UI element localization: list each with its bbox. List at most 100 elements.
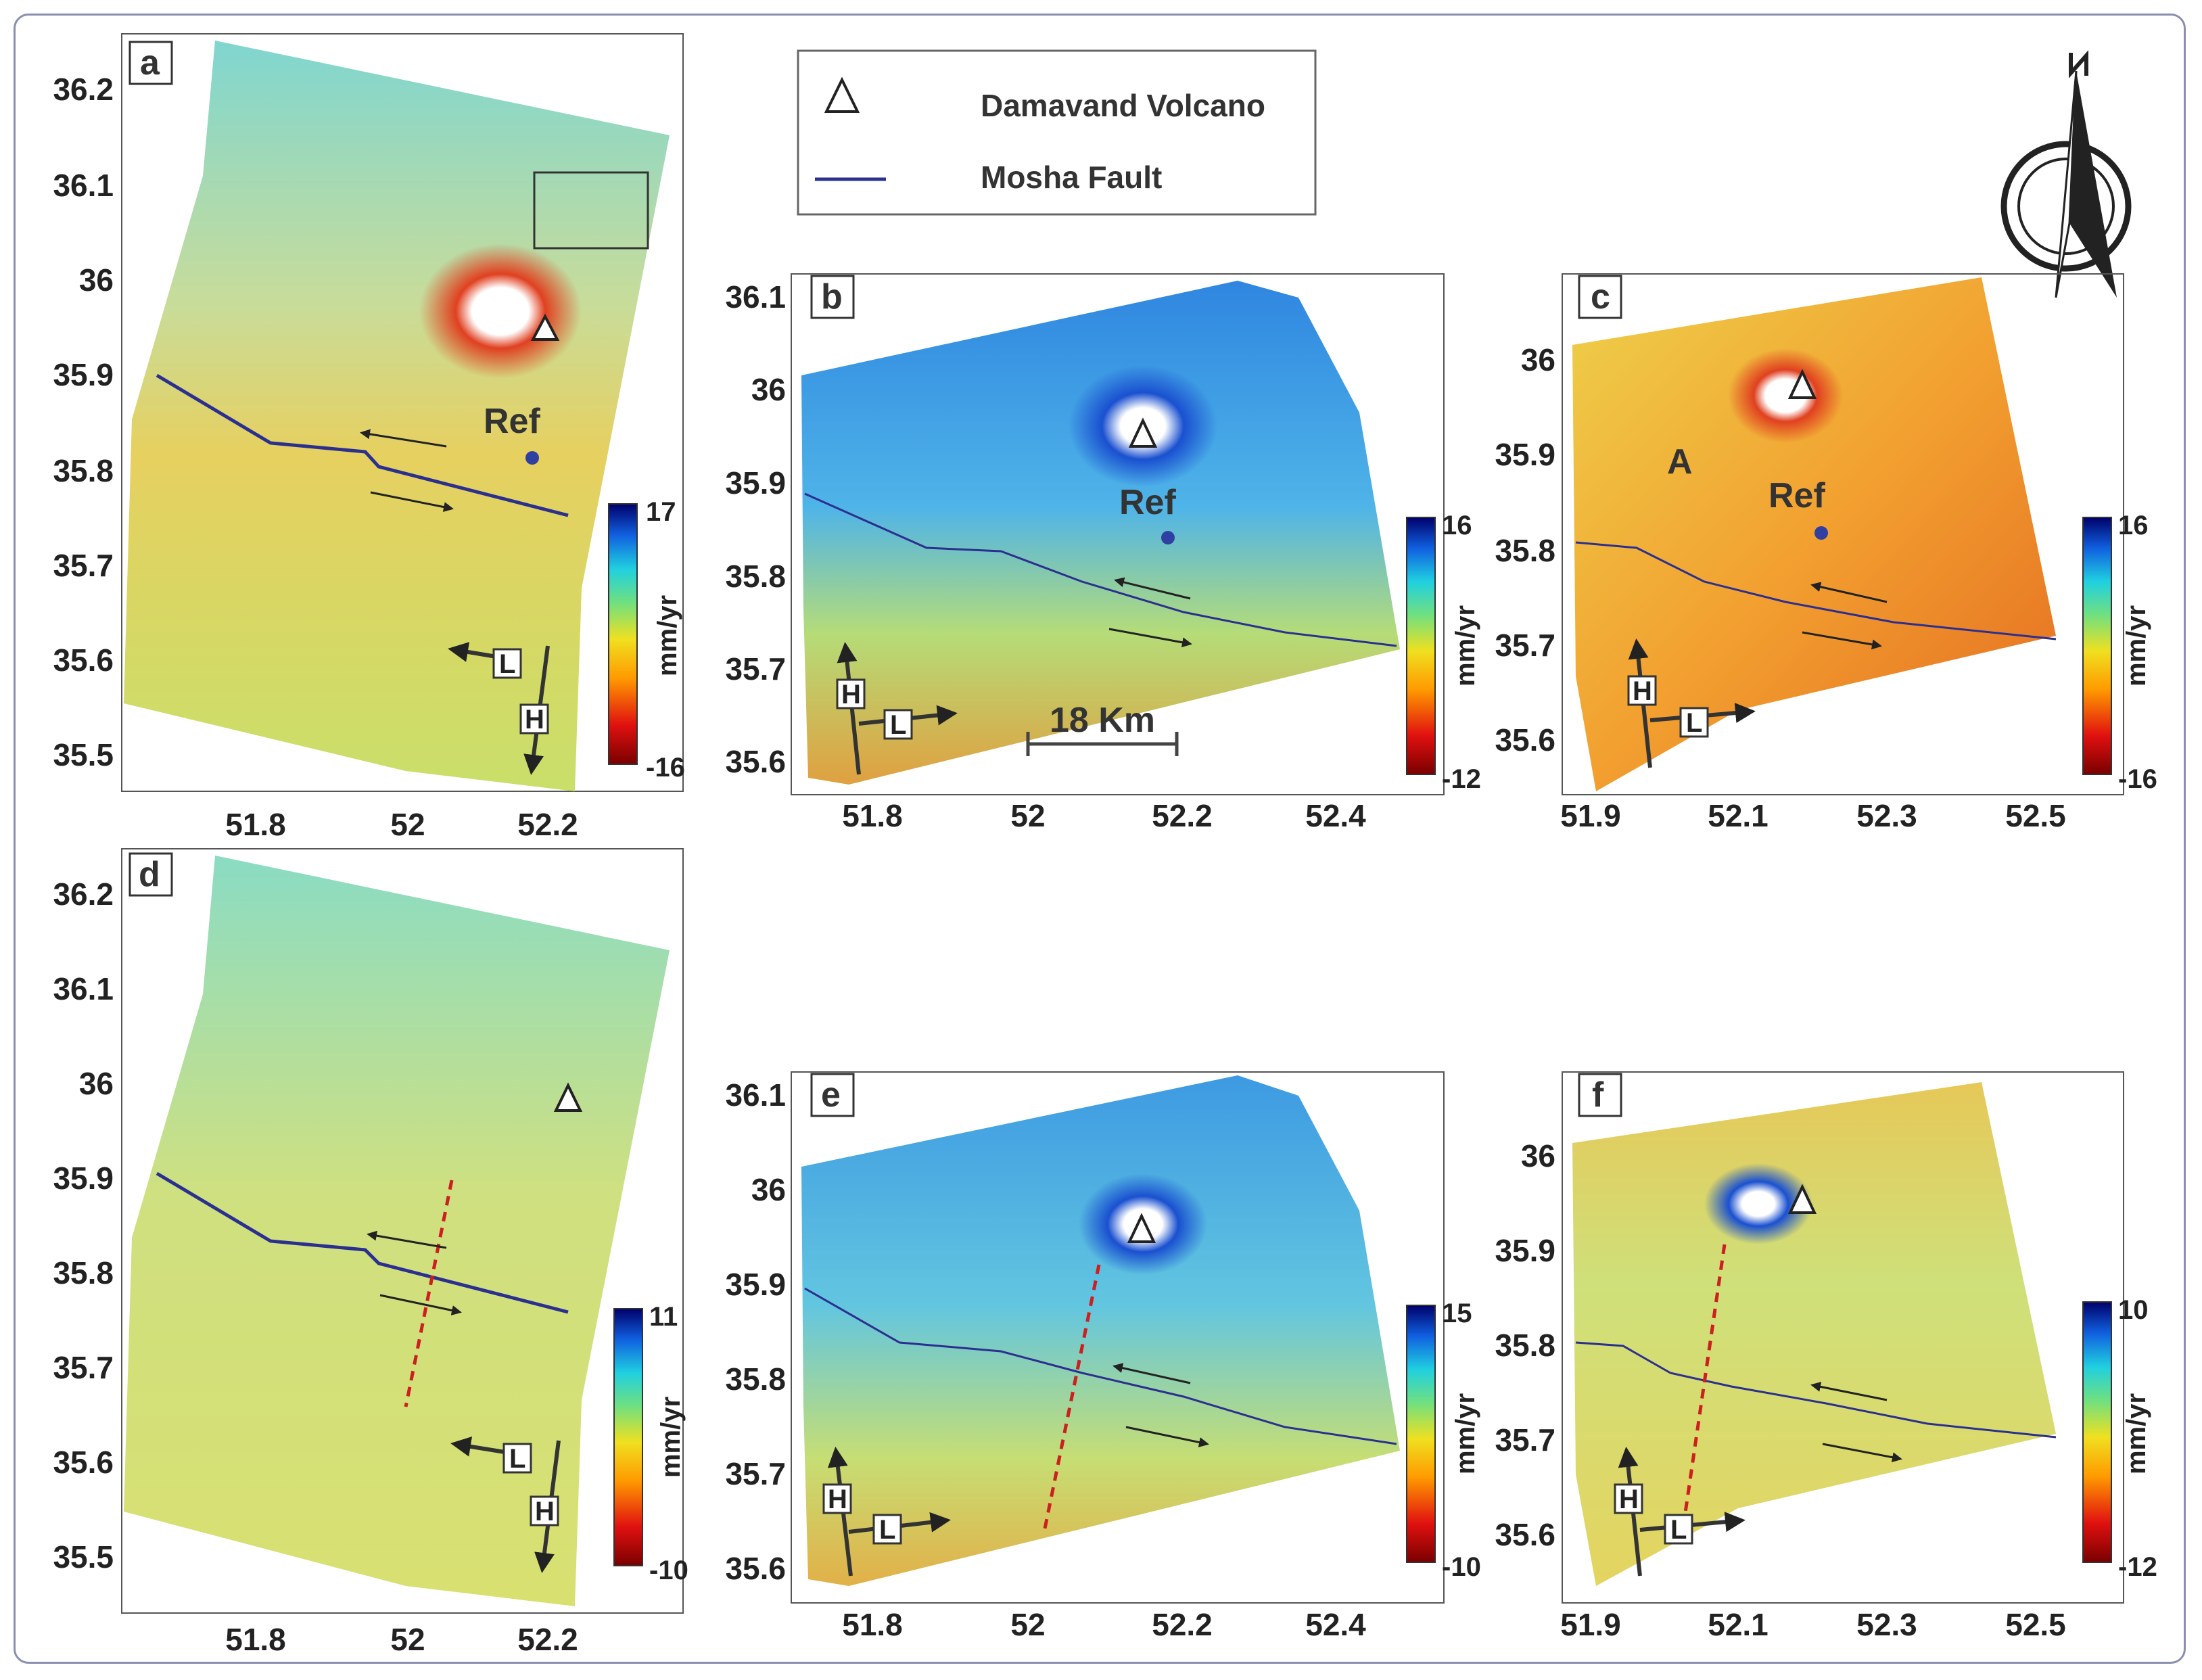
svg-text:36: 36 (79, 262, 114, 298)
axis-x-b: 51.8 52 52.2 52.4 (842, 798, 1366, 833)
svg-text:-10: -10 (1442, 1552, 1481, 1582)
svg-text:52.2: 52.2 (1152, 1607, 1213, 1642)
colorbar-e: 15 -10 mm/yr (1406, 1299, 1481, 1582)
map-c-ref-point (1814, 526, 1828, 540)
svg-text:mm/yr: mm/yr (653, 595, 682, 676)
svg-text:51.9: 51.9 (1560, 1607, 1621, 1642)
svg-text:H: H (1619, 1485, 1639, 1514)
panel-d-label: d (139, 855, 160, 894)
svg-text:18 Km: 18 Km (1050, 701, 1155, 740)
svg-text:36: 36 (751, 1172, 786, 1207)
svg-text:-12: -12 (2118, 1552, 2157, 1582)
colorbar-c: 16 -16 mm/yr (2082, 511, 2157, 794)
axis-y-e: 36.1 36 35.9 35.8 35.7 35.6 (725, 1077, 786, 1586)
panel-e-label: e (821, 1075, 841, 1115)
map-b-fault (804, 492, 1397, 647)
map-a-volcano (530, 313, 560, 341)
map-a-ref-label: Ref (484, 402, 540, 441)
svg-text:35.7: 35.7 (1495, 1422, 1555, 1457)
map-d-profile-line (404, 1180, 454, 1407)
svg-text:52: 52 (390, 1622, 425, 1657)
svg-text:H: H (525, 705, 544, 734)
map-a-ref-point (525, 451, 539, 465)
map-d-volcano (553, 1082, 583, 1112)
svg-text:36.1: 36.1 (725, 279, 786, 314)
map-a-volcano-anomaly (419, 243, 582, 379)
svg-text:35.6: 35.6 (725, 744, 786, 779)
axis-y-f: 36 35.9 35.8 35.7 35.6 (1495, 1138, 1555, 1552)
panel-a: Ref L H a 36.2 36.1 36 35.9 35.8 35.7 35… (53, 33, 685, 842)
svg-text:36.1: 36.1 (725, 1077, 786, 1113)
map-e-volcano (1127, 1213, 1156, 1243)
svg-text:35.5: 35.5 (53, 1539, 114, 1574)
svg-text:H: H (828, 1485, 847, 1514)
map-e-fault (804, 1287, 1397, 1445)
panel-a-label-box (128, 41, 173, 85)
map-b-ref-label: Ref (1119, 483, 1176, 522)
svg-text:52.2: 52.2 (517, 1622, 578, 1657)
svg-text:35.6: 35.6 (53, 1445, 114, 1480)
svg-text:36: 36 (1521, 1138, 1555, 1173)
svg-text:17: 17 (646, 497, 676, 527)
map-c-area-label: A (1667, 442, 1693, 482)
map-f-volcano-anomaly (1704, 1163, 1812, 1244)
svg-text:16: 16 (2118, 511, 2149, 540)
panel-c-label-box (1578, 275, 1622, 319)
svg-text:52.5: 52.5 (2005, 798, 2066, 833)
map-e-slip-arrows (1112, 1363, 1209, 1447)
panel-e-label-box (810, 1073, 855, 1117)
panel-e: H L e 36.1 36 35.9 35.8 35.7 35.6 51.8 5… (725, 1071, 1481, 1642)
panel-c: Ref A H L c 36 35.9 35.8 35.7 35.6 51.9 … (1495, 273, 2157, 833)
svg-text:35.6: 35.6 (1495, 722, 1555, 757)
svg-text:51.8: 51.8 (225, 1622, 286, 1657)
north-arrow-icon (2000, 50, 2132, 298)
map-c-volcano (1787, 369, 1817, 399)
legend: Damavand Volcano Mosha Fault (797, 49, 1317, 216)
svg-text:-16: -16 (646, 753, 685, 783)
axis-x-a: 51.8 52 52.2 (225, 807, 578, 842)
svg-text:mm/yr: mm/yr (2122, 1393, 2151, 1474)
map-b-heading: H L (836, 642, 958, 775)
svg-text:35.6: 35.6 (53, 643, 114, 678)
svg-text:35.8: 35.8 (725, 559, 786, 594)
svg-text:35.7: 35.7 (725, 1456, 786, 1491)
map-f-volcano (1787, 1184, 1817, 1214)
map-e-profile-line (1043, 1264, 1101, 1529)
map-f-heading: H L (1614, 1447, 1746, 1577)
legend-volcano-label: Damavand Volcano (981, 88, 1265, 123)
map-d-swath (124, 856, 670, 1606)
svg-text:52: 52 (1010, 1607, 1045, 1642)
svg-text:L: L (890, 710, 906, 740)
svg-text:15: 15 (1442, 1299, 1472, 1328)
map-a-inset-box (533, 171, 649, 250)
svg-text:10: 10 (2118, 1295, 2149, 1325)
svg-text:52.2: 52.2 (1152, 798, 1213, 833)
panel-b-label: b (821, 277, 843, 317)
svg-text:36: 36 (1521, 342, 1555, 377)
map-c-heading: H L (1627, 638, 1756, 768)
axis-x-e: 51.8 52 52.2 52.4 (842, 1607, 1366, 1642)
svg-text:36: 36 (751, 372, 786, 407)
svg-text:L: L (1670, 1515, 1687, 1545)
svg-text:35.6: 35.6 (1495, 1517, 1555, 1552)
svg-text:mm/yr: mm/yr (1451, 1393, 1480, 1474)
svg-text:52: 52 (1010, 798, 1045, 833)
panel-f: H L f 36 35.9 35.8 35.7 35.6 51.9 52.1 5… (1495, 1071, 2157, 1642)
map-c-volcano-anomaly (1728, 348, 1843, 443)
svg-text:52.4: 52.4 (1305, 798, 1366, 833)
figure-frame (14, 14, 2186, 1664)
svg-text:35.7: 35.7 (53, 1350, 114, 1385)
svg-text:36.2: 36.2 (53, 72, 114, 107)
svg-text:52.1: 52.1 (1708, 798, 1768, 833)
svg-text:35.9: 35.9 (725, 1267, 786, 1302)
svg-text:35.8: 35.8 (53, 1255, 114, 1290)
map-e-swath (801, 1075, 1400, 1586)
panel-b-label-box (810, 275, 855, 319)
svg-text:L: L (509, 1444, 525, 1474)
svg-text:H: H (841, 680, 861, 709)
panel-d: L H d 36.2 36.1 36 35.9 35.8 35.7 35.6 3… (53, 848, 688, 1657)
panel-a-label: a (140, 43, 160, 83)
colorbar-b: 16 -12 mm/yr (1406, 511, 1481, 794)
svg-text:51.8: 51.8 (842, 1607, 903, 1642)
svg-text:35.5: 35.5 (53, 737, 114, 772)
